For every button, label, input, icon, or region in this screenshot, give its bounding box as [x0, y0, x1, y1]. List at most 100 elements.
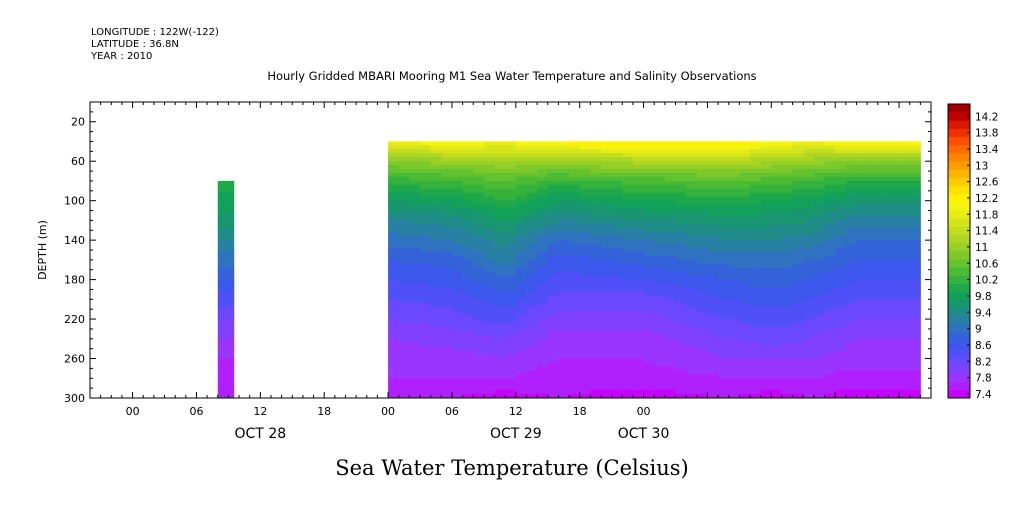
heatmap-cell [526, 334, 538, 340]
heatmap-cell [388, 145, 400, 150]
heatmap-cell [707, 342, 719, 348]
heatmap-cell [675, 251, 687, 257]
heatmap-cell [600, 303, 613, 308]
heatmap-cell [781, 346, 794, 352]
heatmap-cell [600, 259, 613, 265]
heatmap-cell [654, 259, 666, 265]
heatmap-cell [909, 153, 921, 158]
heatmap-cell [877, 358, 889, 363]
heatmap-cell [686, 212, 698, 217]
heatmap-cell [877, 271, 889, 277]
heatmap-cell [622, 370, 634, 375]
heatmap-cell [728, 251, 740, 257]
heatmap-cell [515, 244, 527, 249]
heatmap-cell [835, 173, 847, 178]
heatmap-cell [824, 196, 836, 202]
heatmap-cell [622, 212, 634, 217]
heatmap-cell [515, 291, 527, 296]
heatmap-cell [632, 346, 645, 352]
heatmap-cell [835, 311, 847, 316]
heatmap-cell [696, 362, 708, 367]
heatmap-cell [420, 267, 432, 273]
heatmap-cell [611, 192, 623, 198]
heatmap-cell [909, 188, 921, 194]
heatmap-cell [409, 323, 421, 328]
y-tick-label: 260 [64, 353, 85, 366]
heatmap-cell [494, 212, 506, 217]
heatmap-cell [473, 346, 485, 352]
heatmap-cell [569, 153, 581, 158]
heatmap-cell [803, 291, 815, 296]
heatmap-cell [781, 176, 794, 182]
heatmap-cell [441, 283, 453, 288]
heatmap-cell [654, 208, 666, 214]
heatmap-cell [856, 307, 868, 312]
heatmap-cell [686, 382, 698, 387]
heatmap-cell [686, 291, 698, 296]
heatmap-cell [462, 394, 474, 399]
heatmap-cell [835, 287, 847, 292]
heatmap-cell [781, 354, 794, 360]
heatmap-cell [590, 330, 602, 336]
heatmap-cell [462, 374, 474, 379]
heatmap-cell [622, 358, 634, 363]
heatmap-cell [813, 173, 826, 178]
heatmap-cell [707, 303, 719, 308]
heatmap-cell [494, 236, 506, 241]
heatmap-cell [771, 180, 783, 186]
heatmap-cell [526, 192, 538, 198]
heatmap-cell [803, 255, 815, 261]
heatmap-cell [398, 176, 410, 182]
heatmap-cell [600, 350, 613, 356]
heatmap-cell [462, 240, 474, 245]
heatmap-cell [845, 311, 857, 316]
heatmap-cell [643, 145, 655, 150]
heatmap-cell [451, 196, 464, 202]
heatmap-cell [909, 169, 921, 174]
heatmap-cell [579, 346, 591, 352]
heatmap-cell [845, 157, 857, 162]
heatmap-cell [494, 295, 506, 300]
heatmap-cell [430, 330, 442, 336]
heatmap-cell [483, 188, 496, 194]
heatmap-cell [622, 394, 634, 399]
heatmap-cell [441, 319, 453, 324]
heatmap-cell [494, 244, 506, 249]
heatmap-cell [590, 279, 602, 285]
heatmap-cell [654, 370, 666, 375]
heatmap-cell [569, 165, 581, 170]
heatmap-cell [622, 346, 634, 352]
heatmap-cell [856, 338, 868, 344]
heatmap-cell [696, 255, 708, 261]
heatmap-cell [409, 342, 421, 348]
heatmap-cell [899, 180, 911, 186]
heatmap-cell [856, 180, 868, 186]
heatmap-cell [473, 255, 485, 261]
heatmap-cell [803, 390, 815, 395]
heatmap-cell [718, 319, 730, 324]
heatmap-cell [547, 323, 559, 328]
heatmap-cell [420, 165, 432, 170]
heatmap-cell [856, 330, 868, 336]
heatmap-cell [909, 271, 921, 277]
heatmap-cell [707, 299, 719, 304]
heatmap-cell [718, 212, 730, 217]
heatmap-cell [813, 378, 826, 383]
heatmap-cell [750, 299, 762, 304]
heatmap-cell [824, 323, 836, 328]
heatmap-cell [909, 390, 921, 395]
heatmap-cell [569, 173, 581, 178]
heatmap-cell [686, 362, 698, 367]
heatmap-cell [483, 275, 496, 281]
heatmap-cell [856, 374, 868, 379]
heatmap-cell [664, 251, 677, 257]
heatmap-cell [462, 323, 474, 328]
heatmap-cell [675, 386, 687, 391]
heatmap-cell [909, 382, 921, 387]
heatmap-cell [398, 307, 410, 312]
heatmap-cell [451, 212, 464, 217]
heatmap-cell [483, 196, 496, 202]
heatmap-cell [494, 157, 506, 162]
heatmap-cell [845, 204, 857, 210]
heatmap-cell [760, 244, 772, 249]
